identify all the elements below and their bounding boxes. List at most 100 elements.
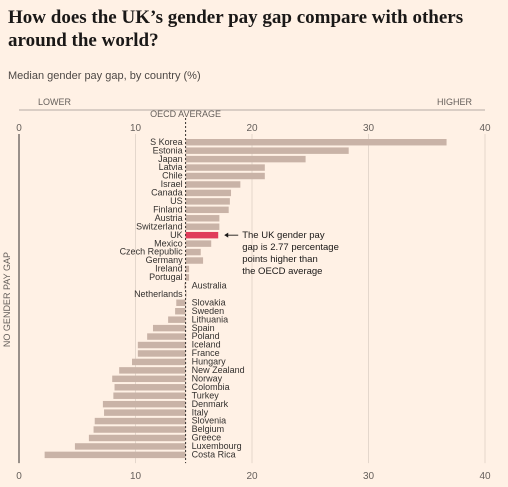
chart-subtitle: Median gender pay gap, by country (%) xyxy=(8,70,201,82)
country-label-germany: Germany xyxy=(146,255,184,265)
country-label-iceland: Iceland xyxy=(192,340,221,350)
country-label-new-zealand: New Zealand xyxy=(192,365,245,375)
country-label-luxembourg: Luxembourg xyxy=(192,441,242,451)
bar-costa-rica xyxy=(44,451,186,459)
ticks-top: 0 10 20 30 40 xyxy=(16,123,491,134)
country-label-switzerland: Switzerland xyxy=(136,221,183,231)
bar-latvia xyxy=(185,164,265,171)
bar-us xyxy=(185,198,230,205)
bar-slovenia xyxy=(94,417,186,425)
annotation-line-3: points higher than xyxy=(242,254,318,265)
lower-label: LOWER xyxy=(38,97,72,107)
top-scale: LOWER HIGHER OECD AVERAGE xyxy=(19,97,485,119)
country-label-turkey: Turkey xyxy=(192,390,220,400)
country-label-australia: Australia xyxy=(192,281,227,291)
bar-lithuania xyxy=(168,316,186,323)
bar-norway xyxy=(112,375,186,383)
bar-canada xyxy=(185,189,232,197)
bar-s-korea xyxy=(185,139,447,146)
bar-france xyxy=(137,350,186,357)
bar-germany xyxy=(185,257,204,264)
tick-label-top-0: 0 xyxy=(16,123,22,134)
tick-label-bottom-10: 10 xyxy=(130,471,142,482)
bar-luxembourg xyxy=(74,443,186,450)
bar-czech-republic xyxy=(185,248,201,256)
country-label-ireland: Ireland xyxy=(155,264,183,274)
bar-spain xyxy=(152,324,186,332)
tick-label-bottom-0: 0 xyxy=(16,471,22,482)
country-label-lithuania: Lithuania xyxy=(192,314,229,324)
bar-hungary xyxy=(132,358,186,366)
tick-label-top-30: 30 xyxy=(363,123,375,134)
bar-sweden xyxy=(175,308,186,315)
higher-label: HIGHER xyxy=(437,97,473,107)
country-label-japan: Japan xyxy=(158,154,183,164)
country-label-sweden: Sweden xyxy=(192,306,225,316)
country-label-portugal: Portugal xyxy=(149,272,183,282)
bar-portugal xyxy=(185,274,190,281)
tick-label-bottom-40: 40 xyxy=(479,471,491,482)
country-label-mexico: Mexico xyxy=(154,238,183,248)
country-label-finland: Finland xyxy=(153,204,183,214)
uk-annotation: The UK gender pay gap is 2.77 percentage p… xyxy=(224,230,339,277)
bar-turkey xyxy=(113,392,186,399)
bar-denmark xyxy=(102,400,186,408)
bar-slovakia xyxy=(176,299,186,306)
country-label-slovakia: Slovakia xyxy=(192,297,226,307)
country-label-uk: UK xyxy=(170,230,183,240)
oecd-average-label: OECD AVERAGE xyxy=(150,109,221,119)
country-label-czech-republic: Czech Republic xyxy=(120,247,184,257)
country-label-canada: Canada xyxy=(151,188,183,198)
bar-austria xyxy=(185,215,220,222)
ticks-bottom: 0 10 20 30 40 xyxy=(16,471,491,482)
bars xyxy=(44,139,447,459)
no-gender-pay-gap-label: NO GENDER PAY GAP xyxy=(2,252,12,347)
country-label-chile: Chile xyxy=(162,171,183,181)
tick-label-top-10: 10 xyxy=(130,123,142,134)
country-label-spain: Spain xyxy=(192,323,215,333)
bar-poland xyxy=(147,333,186,340)
country-labels: S KoreaEstoniaJapanLatviaChileIsraelCana… xyxy=(120,137,245,460)
country-label-us: US xyxy=(170,196,183,206)
bar-iceland xyxy=(137,341,186,349)
country-label-greece: Greece xyxy=(192,433,222,443)
country-label-hungary: Hungary xyxy=(192,357,227,367)
bar-finland xyxy=(185,206,229,214)
country-label-norway: Norway xyxy=(192,373,223,383)
country-label-netherlands: Netherlands xyxy=(134,289,183,299)
tick-label-bottom-20: 20 xyxy=(246,471,258,482)
country-label-israel: Israel xyxy=(161,179,183,189)
annotation-line-1: The UK gender pay xyxy=(242,230,325,241)
bar-uk xyxy=(185,231,219,239)
annotation-text: The UK gender pay gap is 2.77 percentage p… xyxy=(242,230,339,277)
chart-title: How does the UK’s gender pay gap compare… xyxy=(8,7,464,51)
bar-italy xyxy=(104,409,186,416)
country-label-italy: Italy xyxy=(192,407,209,417)
country-label-costa-rica: Costa Rica xyxy=(192,450,236,460)
tick-label-top-40: 40 xyxy=(479,123,491,134)
country-label-s-korea: S Korea xyxy=(150,137,183,147)
country-label-austria: Austria xyxy=(155,213,183,223)
bar-switzerland xyxy=(185,223,220,230)
bar-israel xyxy=(185,181,241,188)
bar-colombia xyxy=(114,384,186,391)
bar-mexico xyxy=(185,240,212,247)
bar-japan xyxy=(185,155,306,163)
country-label-france: France xyxy=(192,348,220,358)
country-label-slovenia: Slovenia xyxy=(192,416,227,426)
bar-estonia xyxy=(185,147,349,154)
annotation-line-2: gap is 2.77 percentage xyxy=(242,242,339,253)
tick-label-top-20: 20 xyxy=(246,123,258,134)
bar-ireland xyxy=(185,265,190,273)
country-label-poland: Poland xyxy=(192,331,220,341)
bar-greece xyxy=(88,434,186,442)
country-label-colombia: Colombia xyxy=(192,382,230,392)
country-label-belgium: Belgium xyxy=(192,424,225,434)
annotation-arrowhead xyxy=(224,232,229,238)
country-label-latvia: Latvia xyxy=(159,162,183,172)
country-label-denmark: Denmark xyxy=(192,399,229,409)
annotation-line-4: the OECD average xyxy=(242,266,322,277)
bar-chile xyxy=(185,172,265,180)
